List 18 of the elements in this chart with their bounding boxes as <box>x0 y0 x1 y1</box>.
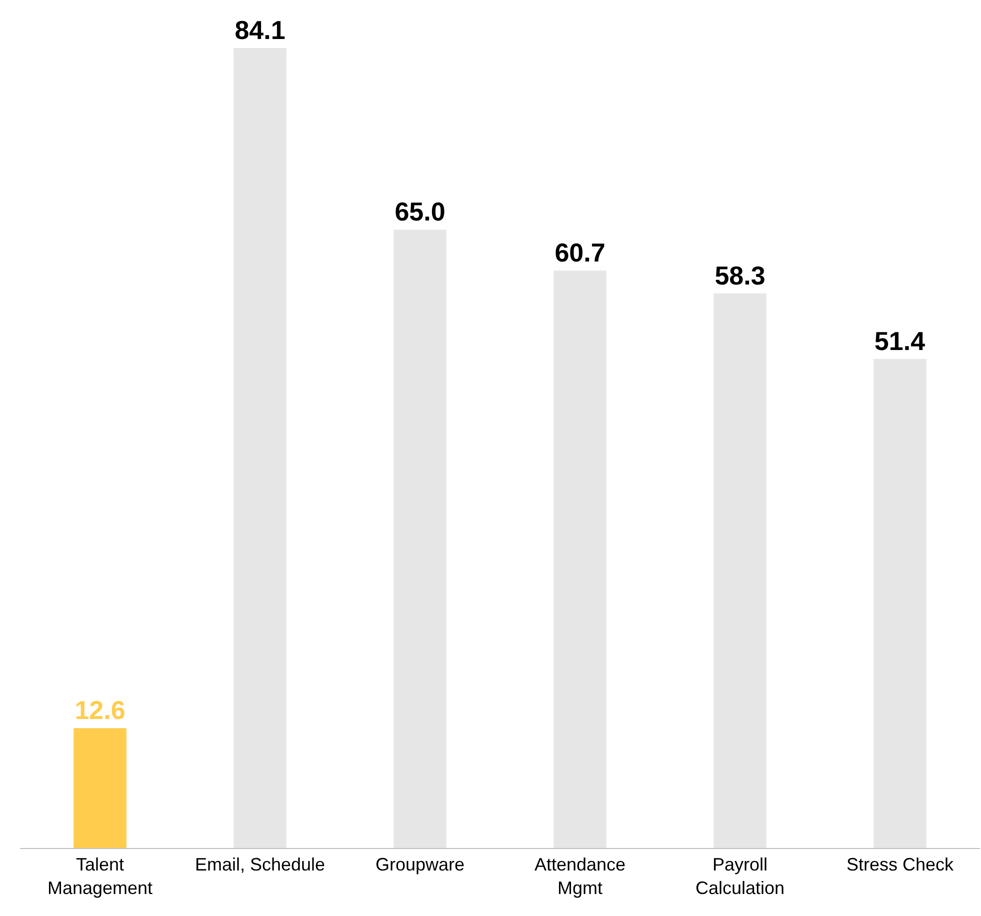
x-tick-label: Talent Management <box>47 854 153 898</box>
bar <box>714 293 766 848</box>
x-tick-label: Stress Check <box>846 854 955 875</box>
data-label: 12.6 <box>74 695 126 726</box>
bar <box>394 230 446 848</box>
data-label: 84.1 <box>234 15 286 45</box>
data-label: 51.4 <box>874 326 926 356</box>
data-label: 65.0 <box>394 196 446 227</box>
bar <box>874 359 926 848</box>
data-label: 60.7 <box>554 238 606 268</box>
bar <box>234 48 286 848</box>
x-tick-label: Attendance Mgmt <box>534 854 626 898</box>
x-tick-label: Groupware <box>375 854 465 875</box>
data-label: 58.3 <box>714 260 766 290</box>
x-tick-label: Email, Schedule <box>194 854 326 875</box>
bar <box>74 728 126 848</box>
bar <box>554 270 606 848</box>
x-tick-label: Payroll Calculation <box>695 854 785 898</box>
